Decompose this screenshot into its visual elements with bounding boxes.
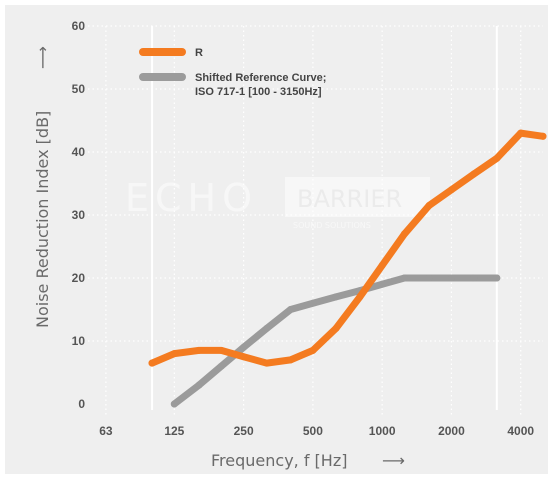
y-tick-40: 40 [72, 145, 86, 159]
point-reference-curve-400hz [287, 306, 295, 313]
point-reference-curve-2000hz [447, 274, 455, 282]
y-tick-0: 0 [78, 397, 85, 411]
x-axis-label: Frequency, f [Hz] [211, 451, 347, 470]
point-r-curve-400hz [287, 356, 295, 364]
point-r-curve-315hz [263, 359, 271, 367]
y-tick-30: 30 [72, 208, 86, 222]
point-reference-curve-2500hz [470, 274, 478, 282]
point-r-curve-200hz [217, 346, 225, 354]
watermark-brand-right: BARRIER [297, 185, 402, 213]
series-layer [148, 129, 547, 408]
point-r-curve-2000hz [447, 186, 455, 194]
x-tick-63: 63 [99, 424, 113, 438]
y-tick-60: 60 [72, 19, 86, 33]
x-tick-500: 500 [303, 424, 323, 438]
point-r-curve-1000hz [378, 261, 386, 269]
reference-band-lines [151, 26, 498, 410]
legend-label-reference-line2: ISO 717-1 [100 - 3150Hz] [195, 86, 322, 98]
y-tick-labels: 0 10 20 30 40 50 60 [72, 19, 86, 411]
point-r-curve-500hz [309, 346, 317, 354]
point-reference-curve-500hz [309, 299, 317, 307]
y-tick-10: 10 [72, 334, 86, 348]
watermark-brand-left: ECHO [125, 176, 258, 220]
point-reference-curve-315hz [263, 324, 271, 332]
point-r-curve-250hz [240, 353, 248, 361]
point-reference-curve-160hz [195, 381, 203, 389]
y-tick-20: 20 [72, 271, 86, 285]
y-tick-50: 50 [72, 82, 86, 96]
point-reference-curve-125hz [170, 400, 178, 408]
point-r-curve-4000hz [517, 129, 525, 137]
point-r-curve-800hz [356, 293, 364, 301]
watermark-box [285, 177, 430, 217]
x-tick-125: 125 [164, 424, 184, 438]
y-axis-arrow: ⟶ [33, 46, 52, 69]
point-r-curve-125hz [170, 350, 178, 358]
legend-label-r: R [195, 47, 203, 59]
chart-panel: ECHO BARRIER SOUND SOLUTIONS 0 10 20 30 40 50… [5, 5, 548, 474]
point-r-curve-1250hz [400, 230, 408, 238]
y-axis-label: Noise Reduction Index [dB] [33, 111, 52, 328]
point-r-curve-5000hz [539, 132, 547, 140]
legend-label-reference-line1: Shifted Reference Curve; [195, 72, 326, 84]
point-r-curve-630hz [332, 324, 340, 332]
point-reference-curve-1000hz [378, 280, 386, 288]
point-reference-curve-1600hz [425, 274, 433, 282]
legend: R Shifted Reference Curve; ISO 717-1 [10… [139, 47, 326, 98]
point-reference-curve-630hz [332, 293, 340, 301]
x-tick-1000: 1000 [369, 424, 396, 438]
x-tick-2000: 2000 [438, 424, 465, 438]
point-r-curve-2500hz [470, 170, 478, 178]
x-tick-labels: 63 125 250 500 1000 2000 4000 [99, 424, 534, 438]
point-reference-curve-1250hz [400, 274, 408, 282]
point-reference-curve-250hz [240, 343, 248, 351]
x-tick-4000: 4000 [507, 424, 534, 438]
point-reference-curve-3150hz [493, 274, 501, 282]
watermark: ECHO BARRIER SOUND SOLUTIONS [125, 176, 430, 230]
point-reference-curve-200hz [217, 362, 225, 370]
point-r-curve-160hz [195, 346, 203, 354]
point-r-curve-3150hz [493, 154, 501, 162]
x-axis-arrow: ⟶ [382, 451, 405, 470]
point-r-curve-1600hz [425, 202, 433, 210]
noise-reduction-chart: ECHO BARRIER SOUND SOLUTIONS 0 10 20 30 40 50… [33, 19, 547, 470]
point-r-curve-100hz [148, 359, 156, 367]
x-tick-250: 250 [234, 424, 254, 438]
series-r-curve [148, 129, 547, 367]
watermark-tagline: SOUND SOLUTIONS [293, 221, 371, 230]
